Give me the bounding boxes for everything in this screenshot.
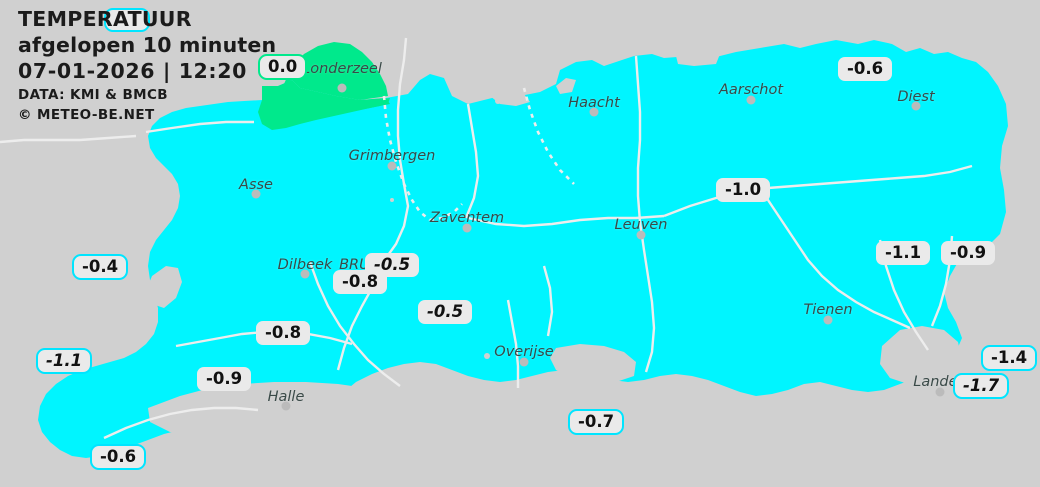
map-speck: [484, 353, 490, 359]
enclave-grey-west-inlet: [146, 266, 182, 308]
region-green-zero-cap: [284, 42, 388, 100]
map-speck: [390, 198, 394, 202]
temperature-reading-chip[interactable]: -0.5: [418, 300, 473, 324]
temperature-reading-chip[interactable]: -0.8: [256, 321, 311, 345]
temperature-reading-chip[interactable]: -1.7: [953, 373, 1010, 399]
enclave-grey-southeast: [880, 326, 962, 384]
temperature-reading-chip[interactable]: 0.0: [258, 54, 308, 80]
temperature-reading-chip[interactable]: [104, 8, 150, 32]
temperature-reading-chip[interactable]: -0.9: [197, 367, 252, 391]
temperature-reading-chip[interactable]: -0.8: [333, 270, 388, 294]
temperature-reading-chip[interactable]: -0.7: [568, 409, 625, 435]
enclave-grey-southwest-band: [148, 382, 404, 440]
enclave-grey-south-central: [550, 344, 636, 382]
province-borders: [0, 37, 973, 440]
temperature-reading-chip[interactable]: -0.4: [72, 254, 129, 280]
region-green-lower-west: [258, 90, 390, 130]
enclave-grey-ne: [676, 52, 720, 66]
temperature-reading-chip[interactable]: -1.0: [716, 178, 771, 202]
temperature-reading-chip[interactable]: -1.4: [981, 345, 1038, 371]
map-speck: [495, 98, 501, 104]
enclave-grey-midnorth: [556, 78, 576, 94]
temperature-reading-chip[interactable]: -0.6: [838, 57, 893, 81]
temperature-reading-chip[interactable]: -1.1: [36, 348, 93, 374]
region-cyan-below-zero[interactable]: [38, 40, 1008, 458]
temperature-reading-chip[interactable]: -1.1: [876, 241, 931, 265]
temperature-reading-chip[interactable]: -0.6: [90, 444, 147, 470]
temperature-reading-chip[interactable]: -0.9: [941, 241, 996, 265]
canal-dotted-line: [382, 87, 575, 222]
